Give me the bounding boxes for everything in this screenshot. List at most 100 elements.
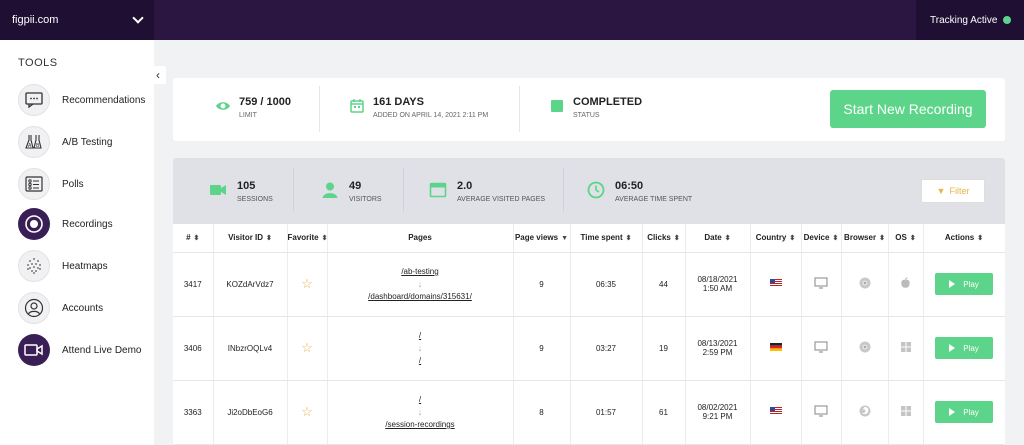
table-row: 3417 KOZdArVdz7 ☆ /ab-testing ↓ /dashboa… [173,252,1005,317]
visitors-stat: 49 VISITORS [321,180,382,203]
video-icon [210,185,226,195]
clicks: 44 [642,252,686,317]
clock-icon [587,181,605,199]
tracking-status: Tracking Active [916,0,1024,40]
desktop-icon [814,277,828,289]
arrow-down-icon: ↓ [417,407,423,417]
column-header-page-views[interactable]: Page views ▼ [513,224,571,253]
sidebar-item-label: Heatmaps [62,260,108,272]
star-icon[interactable]: ☆ [301,340,313,355]
sidebar-item-label: Recordings [62,218,113,230]
sort-icon: ⬍ [977,235,984,243]
calendar-icon [350,99,364,113]
status-dot-icon [1003,16,1012,24]
play-button[interactable]: Play [935,337,993,359]
column-header-time-spent[interactable]: Time spent ⬍ [570,224,643,253]
page-link[interactable]: / [418,356,422,365]
sidebar-item-label: Recommendations [62,94,146,106]
arrow-down-icon: ↓ [417,343,423,353]
visitors-label: VISITORS [349,196,382,203]
apple-icon [901,277,910,288]
play-button[interactable]: Play [935,401,993,423]
table-row: 3363 Ji2oDbEoG6 ☆ / ↓ /session-recording… [173,380,1005,445]
page-link[interactable]: / [418,331,422,340]
page-link[interactable]: /ab-testing [401,267,439,276]
column-header-clicks[interactable]: Clicks ⬍ [642,224,686,253]
session-id: 3363 [173,380,214,445]
sort-icon: ⬍ [193,235,200,243]
divider [563,168,564,212]
column-header-pages: Pages [327,224,514,253]
column-header-actions[interactable]: Actions ⬍ [923,224,1005,253]
sidebar-item-recommendations[interactable]: Recommendations [18,84,154,116]
sidebar-item-live-demo[interactable]: Attend Live Demo [18,334,154,366]
date-cell: 08/18/2021 1:50 AM [685,252,751,317]
status-stat: COMPLETED STATUS [549,96,642,119]
page-link[interactable]: /session-recordings [385,420,455,429]
limit-label: LIMIT [239,112,257,119]
sort-icon: ⬍ [266,235,272,243]
column-header-favorite[interactable]: Favorite ⬍ [287,224,328,253]
sidebar-title: TOOLS [18,57,58,69]
column-header-device[interactable]: Device ⬍ [801,224,842,253]
start-new-recording-button[interactable]: Start New Recording [830,90,986,128]
desktop-icon [814,341,828,353]
divider [519,86,520,132]
column-header-browser[interactable]: Browser ⬍ [841,224,889,253]
sort-icon: ⬍ [625,235,632,243]
limit-stat: 759 / 1000 LIMIT [215,96,291,119]
play-button[interactable]: Play [935,273,993,295]
sidebar-item-label: A/B Testing [62,136,113,148]
video-camera-icon [18,334,50,366]
play-icon [949,408,956,416]
chrome-icon [859,277,870,289]
recording-summary: 759 / 1000 LIMIT 161 DAYS ADDED ON APRIL… [173,78,1005,141]
column-header-os[interactable]: OS ⬍ [888,224,924,253]
sessions-panel: 105 SESSIONS 49 VISITORS 2.0 AVERAGE VIS… [173,158,1005,445]
divider [293,168,294,212]
sort-icon: ⬍ [789,235,796,243]
star-icon[interactable]: ☆ [301,404,313,419]
browser-window-icon [429,182,447,198]
table-header-row: # ⬍ Visitor ID ⬍ Favorite ⬍ Pages Page view… [173,224,1005,253]
windows-icon [900,342,911,352]
sort-icon: ⬍ [909,235,916,243]
date-cell: 08/02/2021 9:21 PM [685,380,751,445]
star-icon[interactable]: ☆ [301,276,313,291]
pages-cell: / ↓ / [327,316,514,381]
visitor-id: KOZdArVdz7 [213,252,288,317]
column-header-number[interactable]: # ⬍ [173,224,214,253]
sidebar-item-polls[interactable]: Polls [18,168,154,200]
sidebar-item-accounts[interactable]: Accounts [18,292,154,324]
column-header-date[interactable]: Date ⬍ [685,224,751,253]
clicks: 61 [642,380,686,445]
sort-down-icon: ▼ [561,235,569,243]
divider [319,86,320,132]
time-spent: 03:27 [570,316,643,381]
site-name: figpii.com [12,14,59,26]
column-header-country[interactable]: Country ⬍ [750,224,802,253]
date-cell: 08/13/2021 2:59 PM [685,316,751,381]
page-link[interactable]: / [418,395,422,404]
tracking-label: Tracking Active [930,14,998,26]
top-bar: figpii.com Tracking Active [0,0,1024,40]
de-flag-icon [769,343,782,351]
filter-button[interactable]: ▼ Filter [921,179,985,203]
column-header-visitor-id[interactable]: Visitor ID ⬍ [213,224,288,253]
page-link[interactable]: /dashboard/domains/315631/ [368,292,472,301]
sidebar-item-recordings[interactable]: Recordings [18,208,154,240]
chevron-left-icon[interactable]: ‹ [150,66,166,84]
status-value: COMPLETED [573,96,643,108]
page-views: 8 [513,380,571,445]
visitors-value: 49 [349,180,362,192]
svg-text:A: A [28,143,32,149]
sessions-value: 105 [237,180,256,192]
site-selector[interactable]: figpii.com [0,0,154,40]
sort-icon: ⬍ [673,235,680,243]
limit-value: 759 / 1000 [239,96,291,108]
status-square-icon [551,100,563,112]
sidebar-item-heatmaps[interactable]: Heatmaps [18,250,154,282]
